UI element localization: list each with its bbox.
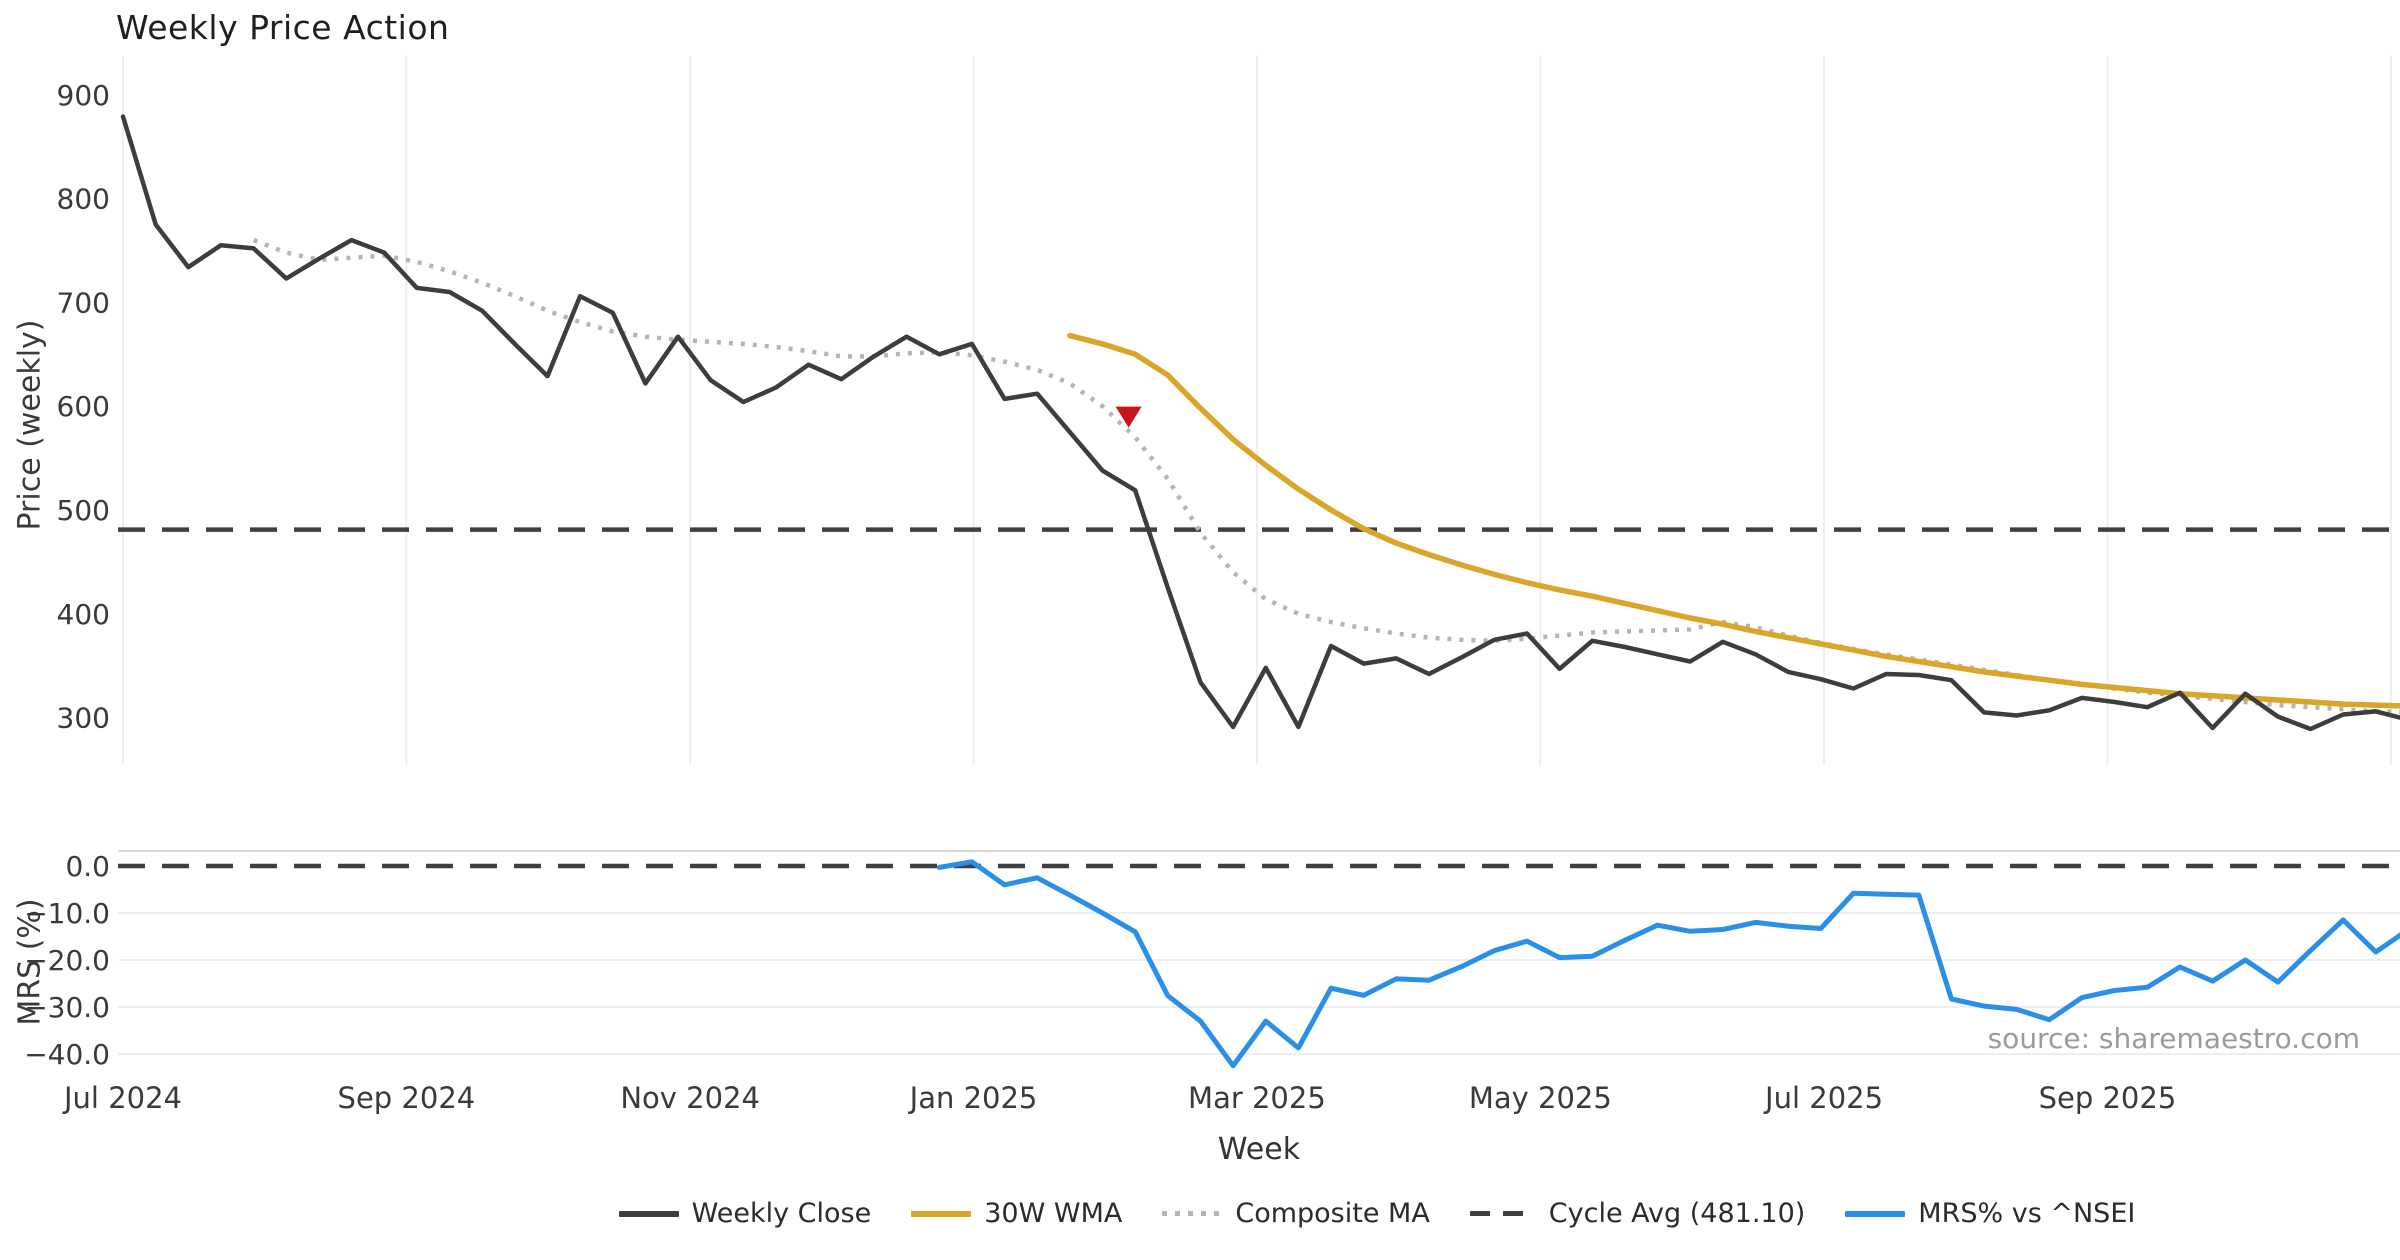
x-tick-label: Nov 2024 (620, 1081, 760, 1115)
price-tick-label: 800 (57, 183, 110, 216)
mrs-axis-label: MRS (%) (12, 898, 48, 1026)
legend-item-mrs: MRS% vs ^NSEI (1845, 1198, 2135, 1229)
composite-ma-dotted-swatch-icon (1162, 1211, 1223, 1216)
price-tick-label: 500 (57, 494, 110, 527)
x-tick-label: Jul 2025 (1763, 1081, 1883, 1115)
price-tick-label: 600 (57, 390, 110, 423)
x-tick-label: Sep 2024 (338, 1081, 476, 1115)
mrs-tick-label: −40.0 (24, 1038, 110, 1071)
legend-item-weekly-close: Weekly Close (618, 1198, 872, 1229)
page-title: Weekly Price Action (116, 8, 450, 47)
legend-label: 30W WMA (984, 1198, 1123, 1229)
x-tick-label: Jan 2025 (908, 1081, 1038, 1115)
legend-label: Composite MA (1235, 1198, 1430, 1229)
mrs-line (936, 859, 2400, 1069)
mrs-tick-label: −10.0 (24, 897, 110, 930)
wma-30w-line (1067, 332, 2400, 709)
weekly-close-line (120, 114, 2400, 732)
composite-ma-line (252, 237, 2400, 715)
price-tick-label: 400 (57, 598, 110, 631)
legend-item-30w-wma: 30W WMA (911, 1198, 1122, 1229)
mrs-tick-label: −30.0 (24, 991, 110, 1024)
mrs-tick-label: −20.0 (24, 944, 110, 977)
price-axis-label: Price (weekly) (12, 319, 48, 531)
price-tick-label: 700 (57, 286, 110, 319)
wma-line-swatch-icon (911, 1210, 972, 1217)
x-tick-label: Sep 2025 (2039, 1081, 2177, 1115)
price-tick-label: 300 (57, 702, 110, 735)
x-axis-label: Week (1217, 1132, 1301, 1167)
legend-label: Weekly Close (691, 1198, 872, 1229)
x-tick-label: Mar 2025 (1188, 1081, 1326, 1115)
sell-signal-triangle-icon (1115, 406, 1142, 428)
mrs-tick-label: 0.0 (65, 850, 110, 883)
weekly-close-line-swatch-icon (618, 1210, 679, 1217)
x-tick-label: May 2025 (1469, 1081, 1612, 1115)
legend-label: Cycle Avg (481.10) (1548, 1198, 1806, 1229)
cycle-avg-dashed-swatch-icon (1469, 1211, 1536, 1216)
legend-label: MRS% vs ^NSEI (1918, 1198, 2136, 1229)
legend-item-cycle-avg: Cycle Avg (481.10) (1469, 1198, 1806, 1229)
source-note: source: sharemaestro.com (1987, 1022, 2360, 1055)
x-tick-label: Jul 2024 (62, 1081, 182, 1115)
legend-item-composite-ma: Composite MA (1162, 1198, 1430, 1229)
legend: Weekly Close 30W WMA Composite MA Cycle … (0, 1198, 2400, 1229)
mrs-line-swatch-icon (1845, 1210, 1906, 1217)
price-tick-label: 900 (57, 79, 110, 112)
